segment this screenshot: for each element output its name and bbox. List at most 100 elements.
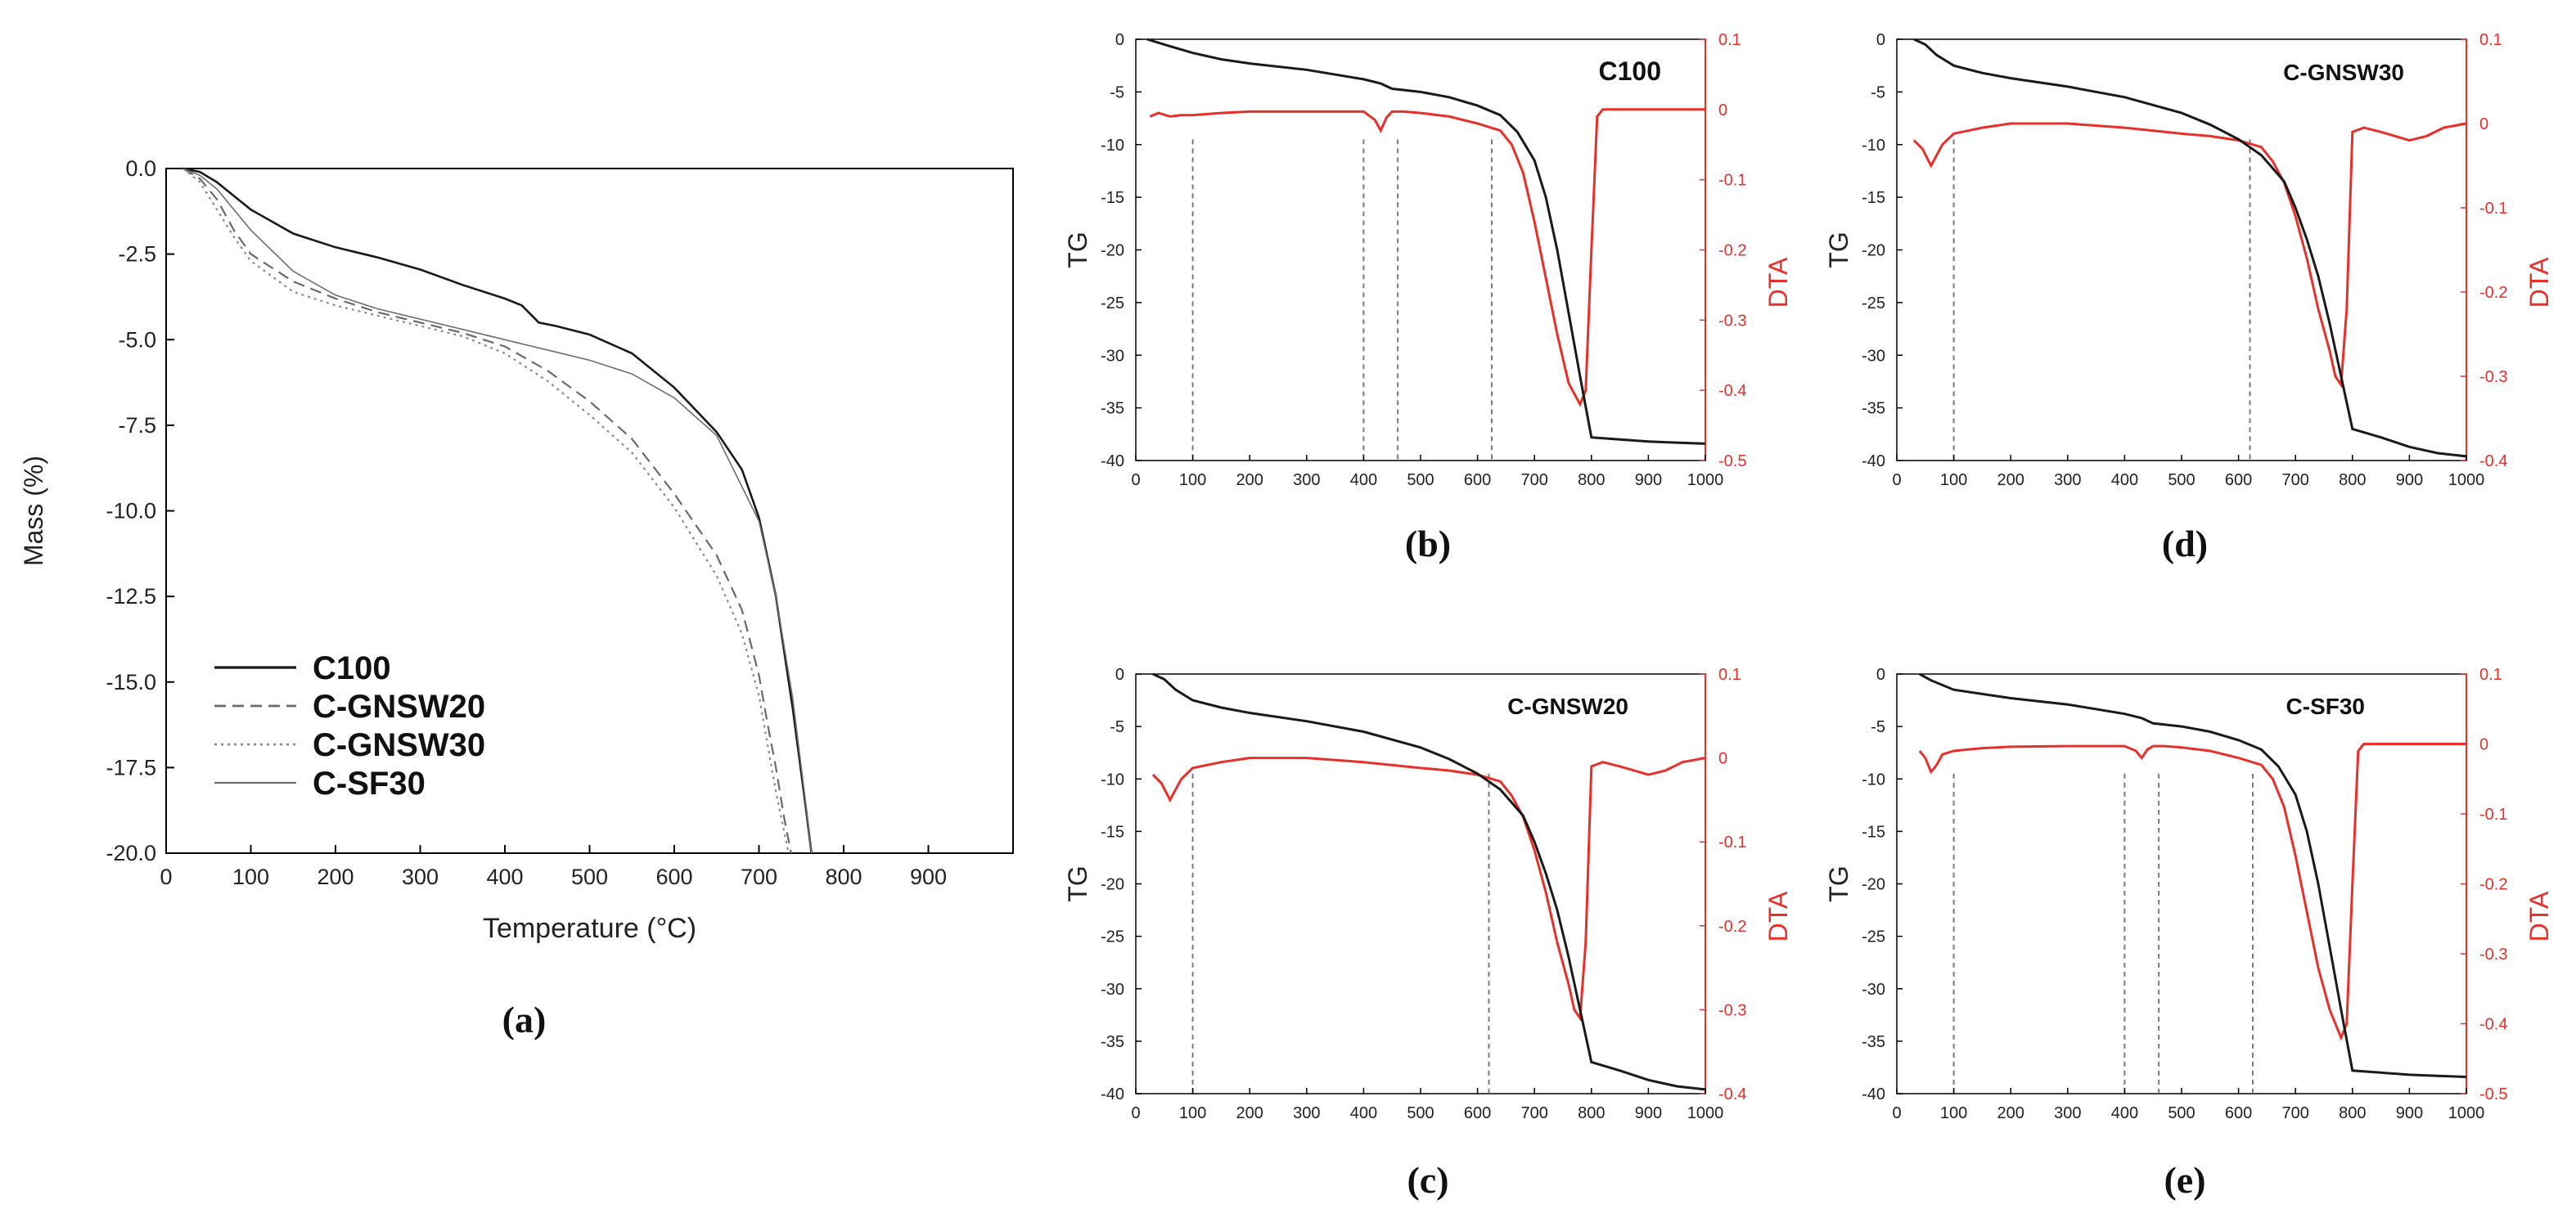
sample-label: C-GNSW20	[1507, 694, 1628, 719]
x-tick-label: 300	[2054, 471, 2081, 489]
series-line-C100	[182, 169, 813, 853]
y-tick-label: -30	[1862, 347, 1885, 365]
y-tick-label: 0	[1115, 31, 1124, 49]
dta-tick-label: -0.3	[2479, 946, 2507, 964]
y-tick-label: -12.5	[106, 584, 156, 609]
x-tick-label: 100	[1179, 471, 1206, 489]
dta-tick-label: 0.1	[1718, 666, 1741, 684]
y-tick-label: -10	[1862, 137, 1885, 155]
x-tick-label: 600	[2225, 1104, 2252, 1122]
dta-tick-label: 0.1	[2479, 31, 2502, 49]
x-tick-label: 1000	[1687, 1104, 1724, 1122]
x-tick-label: 100	[1940, 1104, 1967, 1122]
dta-axis-label: DTA	[2524, 257, 2554, 308]
dta-tick-label: -0.2	[2479, 284, 2507, 302]
plot-frame	[1896, 38, 2467, 461]
panel-caption: (b)	[1405, 523, 1451, 564]
y-tick-label: -20	[1101, 242, 1124, 260]
tg-axis-label: TG	[1063, 865, 1092, 901]
tg-axis-label: TG	[1824, 865, 1853, 901]
x-tick-label: 500	[2168, 1104, 2195, 1122]
dta-tick-label: -0.1	[1718, 172, 1746, 190]
x-tick-label: 900	[910, 865, 947, 889]
dta-tick-label: 0	[2479, 115, 2488, 133]
series-line-C-GNSW30	[182, 169, 790, 853]
tg-axis-label: TG	[1824, 231, 1853, 267]
x-tick-label: 500	[571, 865, 608, 889]
dta-tick-label: 0	[2479, 736, 2488, 754]
x-tick-label: 0	[1892, 471, 1901, 489]
panel-caption: (a)	[502, 999, 547, 1040]
y-tick-label: -20	[1862, 242, 1885, 260]
y-tick-label: -15	[1862, 189, 1885, 207]
x-tick-label: 100	[1940, 471, 1967, 489]
tg-curve	[1919, 672, 2467, 1078]
y-tick-label: -25	[1101, 294, 1124, 312]
panel-d: 0 -5 -10 -15 -20 -25 -30 -35 -40 0.1 0 -0.1 -0.2 -0.3…	[1824, 31, 2554, 564]
y-tick-label: -20.0	[106, 841, 156, 865]
x-tick-label: 200	[1997, 471, 2024, 489]
y-tick-label: 0	[1876, 31, 1885, 49]
x-tick-label: 600	[1464, 1104, 1491, 1122]
dta-tick-label: -0.5	[1718, 452, 1746, 470]
plot-frame	[1135, 673, 1706, 1094]
x-axis-label: Temperature (°C)	[483, 913, 696, 944]
dta-tick-label: -0.3	[1718, 312, 1746, 330]
panel-caption: (e)	[2164, 1159, 2205, 1201]
x-tick-label: 800	[1578, 471, 1605, 489]
y-tick-label: -25	[1862, 294, 1885, 312]
x-tick-label: 600	[1464, 471, 1491, 489]
dta-tick-label: -0.1	[1718, 834, 1746, 852]
y-tick-label: -15	[1101, 189, 1124, 207]
dta-axis-label: DTA	[1763, 891, 1793, 942]
dta-tick-label: -0.1	[2479, 806, 2507, 824]
legend-label: C-GNSW20	[313, 689, 485, 725]
x-tick-label: 100	[232, 865, 269, 889]
y-tick-label: -25	[1862, 928, 1885, 946]
y-tick-label: -5	[1871, 718, 1885, 736]
dta-tick-label: -0.3	[1718, 1001, 1746, 1019]
sample-label: C100	[1599, 56, 1662, 86]
y-tick-label: -15	[1101, 823, 1124, 841]
legend-label: C-SF30	[313, 766, 426, 802]
x-tick-label: 200	[317, 865, 354, 889]
legend-label: C100	[313, 650, 391, 686]
y-tick-label: -30	[1101, 347, 1124, 365]
y-tick-label: -20	[1862, 876, 1885, 894]
series-line-C-SF30	[182, 169, 813, 853]
x-tick-label: 600	[2225, 471, 2252, 489]
x-tick-label: 300	[1293, 1104, 1320, 1122]
y-tick-label: -35	[1101, 400, 1124, 418]
y-tick-label: -10	[1101, 137, 1124, 155]
x-tick-label: 400	[1350, 471, 1377, 489]
x-tick-label: 400	[1350, 1104, 1377, 1122]
x-tick-label: 800	[2339, 1104, 2366, 1122]
y-tick-label: -10	[1862, 771, 1885, 789]
x-tick-label: 700	[1521, 471, 1548, 489]
x-tick-label: 400	[2111, 1104, 2138, 1122]
panel-a: 0.0 -2.5 -5.0 -7.5 -10.0 -12.5 -15.0 -17.5 -20.0…	[19, 156, 1014, 1040]
x-tick-label: 300	[1293, 471, 1320, 489]
y-tick-label: -5.0	[118, 327, 156, 352]
y-tick-label: -5	[1110, 718, 1124, 736]
dta-axis-label: DTA	[1763, 257, 1793, 308]
x-tick-label: 200	[1236, 1104, 1263, 1122]
y-tick-label: -10.0	[106, 499, 156, 524]
x-tick-label: 700	[2282, 1104, 2309, 1122]
tg-axis-label: TG	[1063, 231, 1092, 267]
x-tick-label: 300	[2054, 1104, 2081, 1122]
dta-tick-label: -0.2	[2479, 876, 2507, 894]
dta-tick-label: -0.5	[2479, 1085, 2507, 1103]
dta-tick-label: -0.4	[1718, 1085, 1746, 1103]
y-tick-label: -15.0	[106, 670, 156, 694]
panel-e: 0 -5 -10 -15 -20 -25 -30 -35 -40 0.1 0 -0.1 -0.2 -0.3…	[1824, 666, 2554, 1201]
x-tick-label: 0	[160, 865, 172, 889]
x-tick-label: 800	[1578, 1104, 1605, 1122]
x-tick-label: 0	[1892, 1104, 1901, 1122]
dta-curve	[1151, 757, 1706, 1022]
x-tick-label: 900	[1635, 471, 1662, 489]
x-tick-label: 700	[741, 865, 777, 889]
legend-label: C-GNSW30	[313, 727, 485, 763]
x-tick-label: 300	[402, 865, 439, 889]
